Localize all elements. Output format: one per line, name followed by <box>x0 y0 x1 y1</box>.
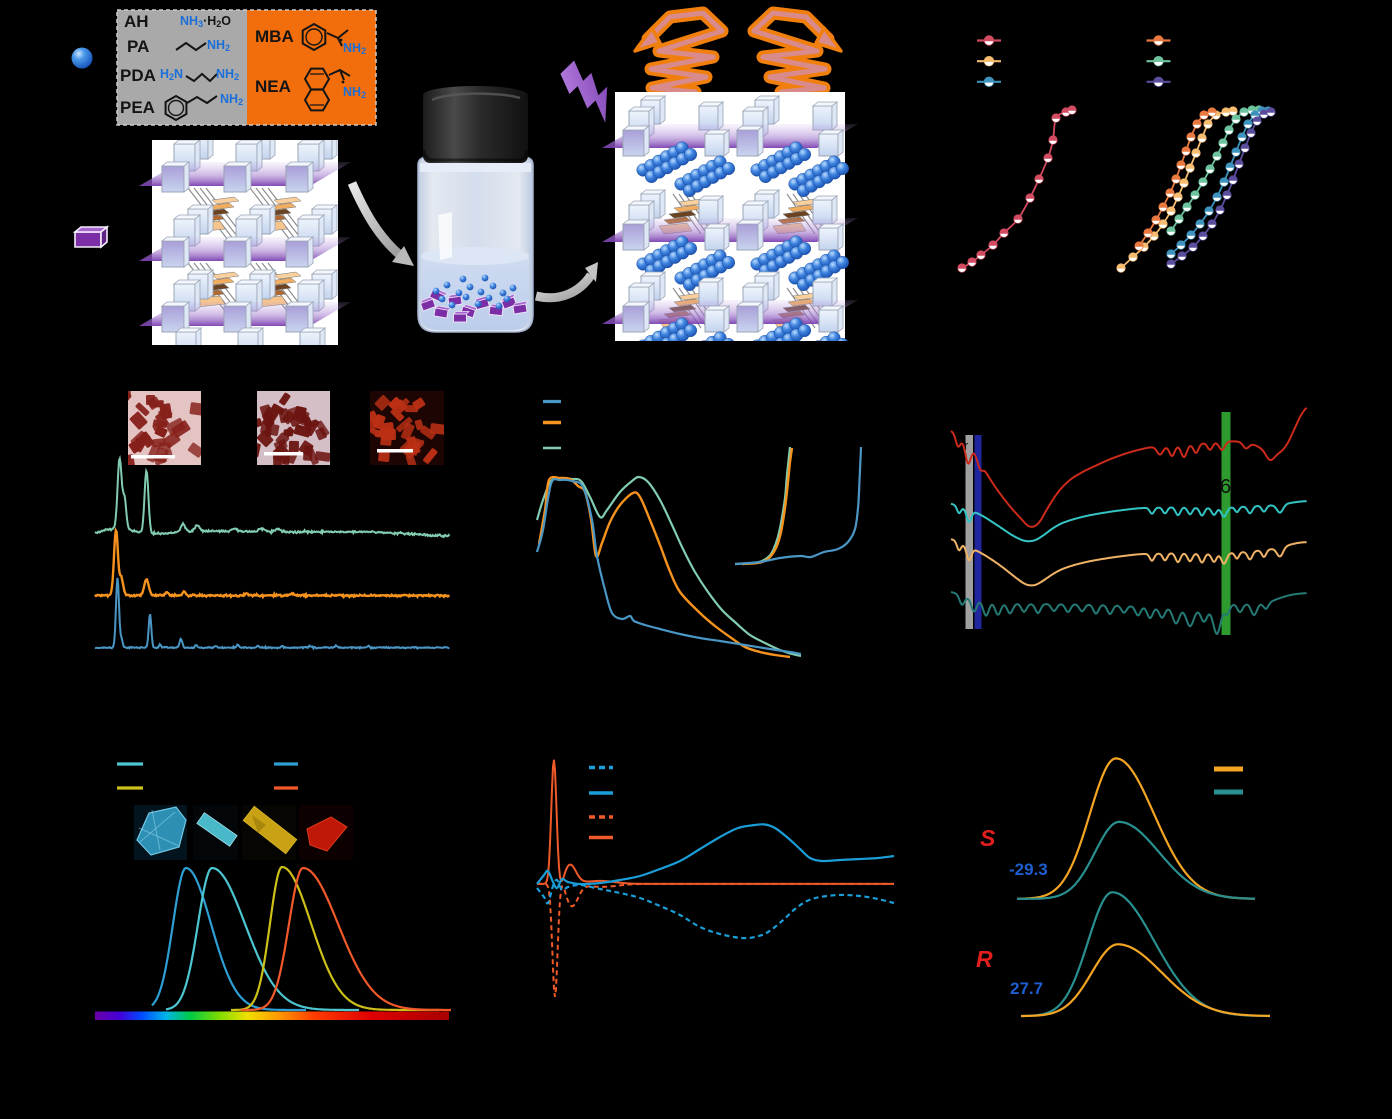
svg-text:NH2: NH2 <box>207 38 230 53</box>
svg-text:S: S <box>980 825 996 851</box>
svg-text:NH3·H2O: NH3·H2O <box>180 14 231 29</box>
svg-text:R: R <box>976 946 993 972</box>
svg-text:6: 6 <box>1220 476 1231 498</box>
svg-text:NEA: NEA <box>255 77 291 96</box>
svg-text:MBA: MBA <box>255 27 294 46</box>
svg-text:27.7: 27.7 <box>1010 979 1043 998</box>
svg-text:PA: PA <box>127 37 149 56</box>
svg-text:NH2: NH2 <box>343 41 366 56</box>
svg-text:NH2: NH2 <box>220 92 243 107</box>
svg-text:AH: AH <box>124 12 149 31</box>
svg-text:r: r <box>964 438 969 453</box>
svg-text:NH2: NH2 <box>343 85 366 100</box>
svg-text:NH2: NH2 <box>216 67 239 82</box>
svg-text:H2N: H2N <box>160 67 183 82</box>
svg-text:PEA: PEA <box>120 98 155 117</box>
svg-text:PDA: PDA <box>120 66 156 85</box>
svg-text:-29.3: -29.3 <box>1009 860 1048 879</box>
